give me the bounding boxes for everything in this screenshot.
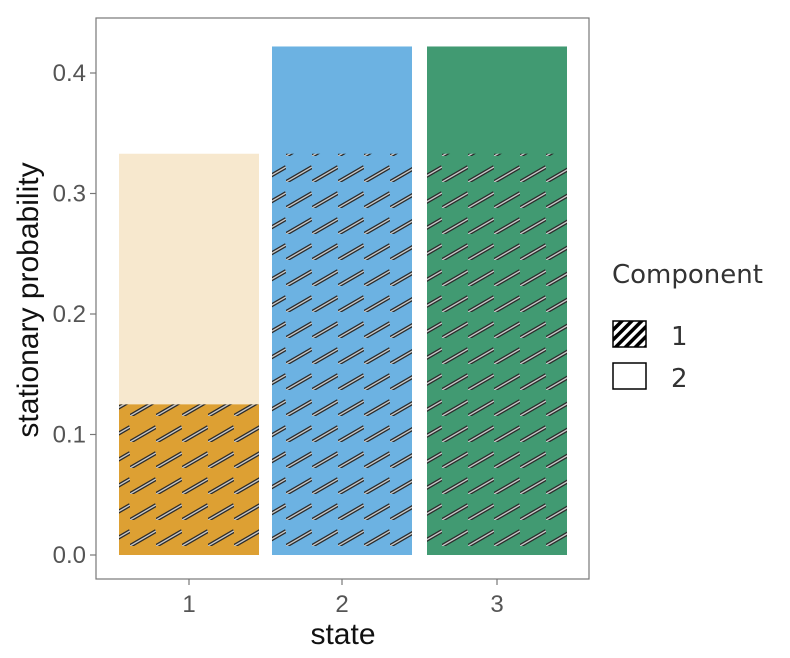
legend-swatch-hatched — [612, 320, 647, 348]
bar-state-1-component-1-hatch — [119, 404, 259, 555]
x-tick-label: 2 — [335, 591, 348, 618]
legend-label-2: 2 — [671, 364, 688, 394]
bar-state-2-component-1-hatch — [272, 153, 412, 556]
x-tick-label: 1 — [182, 591, 195, 618]
legend: Component 1 2 — [612, 260, 763, 394]
y-tick-label: 0.2 — [53, 301, 86, 328]
x-tick-label: 3 — [490, 591, 503, 618]
y-axis-ticks: 0.0 0.1 0.2 0.3 0.4 — [53, 60, 96, 569]
y-tick-label: 0.1 — [53, 422, 86, 449]
y-tick-label: 0.4 — [53, 60, 86, 87]
x-axis-ticks: 1 2 3 — [182, 579, 504, 618]
legend-label-1: 1 — [671, 322, 688, 352]
bars-layer — [119, 46, 567, 556]
legend-item-2: 2 — [612, 362, 688, 394]
legend-swatch-plain — [612, 362, 647, 390]
x-axis-title: state — [310, 618, 375, 651]
legend-item-1: 1 — [612, 320, 688, 352]
bar-state-3-component-1-hatch — [427, 153, 567, 556]
y-axis-title: stationary probability — [12, 162, 45, 437]
y-tick-label: 0.0 — [53, 542, 86, 569]
y-tick-label: 0.3 — [53, 181, 86, 208]
legend-title: Component — [612, 260, 763, 290]
